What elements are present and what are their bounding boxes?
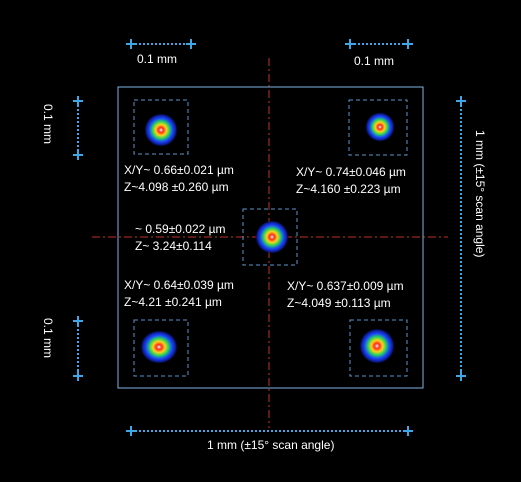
spot-center [255,220,289,254]
scan-field-frame [117,86,424,389]
spot-box-bottom-right [349,319,408,377]
spot-bottom-left [140,330,178,364]
spot-box-bottom-left [133,319,189,377]
scale-label-bottom: 1 mm (±15° scan angle) [207,438,335,452]
dim-top-right [345,39,413,49]
spot-bottom-right [359,328,395,364]
spot-top-left-z: Z~4.098 ±0.260 µm [124,180,229,194]
spot-box-top-left [133,99,189,155]
scale-label-left-top: 0.1 mm [41,104,55,145]
spot-center-xy: ~ 0.59±0.022 µm [135,222,226,236]
spot-top-right [365,112,395,142]
dim-right [456,96,466,381]
scale-label-top-left: 0.1 mm [137,52,178,66]
spot-center-z: Z~ 3.24±0.114 [135,239,212,253]
dim-left-bottom [73,316,83,381]
dim-top-left [126,39,196,49]
spot-bottom-right-xy: X/Y~ 0.637±0.009 µm [287,279,404,293]
spot-top-right-xy: X/Y~ 0.74±0.046 µm [296,165,406,179]
dim-bottom [126,426,413,436]
scale-label-top-right: 0.1 mm [354,54,395,68]
scale-label-left-bottom: 0.1 mm [41,318,55,359]
spot-top-left-xy: X/Y~ 0.66±0.021 µm [124,163,234,177]
spot-bottom-right-z: Z~4.049 ±0.113 µm [287,296,391,310]
dim-left-top [73,96,83,160]
spot-box-top-right [348,99,408,156]
scale-label-right: 1 mm (±15° scan angle) [473,130,487,258]
spot-bottom-left-xy: X/Y~ 0.64±0.039 µm [124,278,234,292]
spot-box-center [242,208,298,266]
spot-bottom-left-z: Z~4.21 ±0.241 µm [124,295,222,309]
spot-top-right-z: Z~4.160 ±0.223 µm [296,182,401,196]
spot-top-left [144,113,178,147]
